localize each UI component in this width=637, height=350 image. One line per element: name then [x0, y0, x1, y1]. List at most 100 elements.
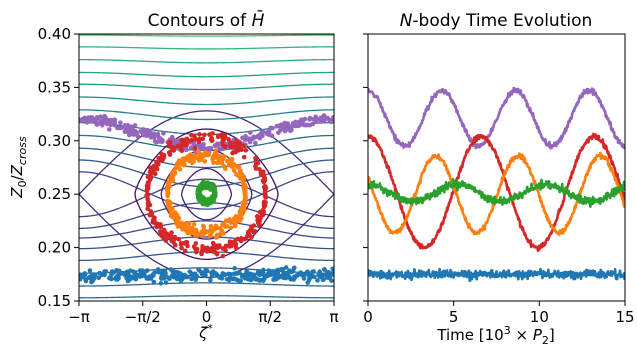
- orbit-point: [189, 137, 195, 143]
- orbit-point: [231, 168, 237, 173]
- orbit-point: [203, 149, 208, 155]
- left-x-axis-label: ζ*: [198, 322, 213, 342]
- orbit-point: [139, 270, 145, 275]
- orbit-point: [90, 278, 95, 284]
- orbit-point: [169, 171, 175, 176]
- orbit-point: [196, 267, 201, 272]
- orbit-point: [315, 278, 320, 283]
- y-tick-label: 0.30: [38, 132, 71, 150]
- orbit-point: [131, 132, 136, 137]
- contour-line-5: [79, 236, 334, 250]
- orbit-point: [197, 132, 202, 137]
- orbit-point: [329, 119, 334, 125]
- contour-line-18: [79, 71, 334, 78]
- orbit-point: [232, 223, 238, 229]
- orbit-point: [283, 265, 289, 270]
- orbit-point: [177, 143, 182, 148]
- orbit-point: [291, 277, 297, 282]
- orbit-point: [200, 136, 205, 142]
- orbit-point: [302, 116, 308, 122]
- orbit-point: [165, 187, 170, 193]
- orbit-point: [228, 225, 234, 231]
- orbit-point: [184, 228, 190, 234]
- orbit-point: [119, 270, 125, 276]
- orbit-point: [329, 278, 334, 283]
- orbit-point: [277, 128, 283, 133]
- orbit-point: [167, 139, 173, 145]
- orbit-point: [194, 229, 199, 235]
- orbit-point: [261, 173, 267, 179]
- orbit-point: [127, 132, 132, 138]
- orbit-point: [241, 181, 246, 186]
- orbit-point: [196, 139, 202, 145]
- orbit-point: [166, 204, 172, 210]
- orbit-point: [197, 145, 203, 151]
- orbit-point: [261, 278, 266, 283]
- orbit-point: [211, 160, 216, 165]
- orbit-point: [253, 157, 259, 163]
- orbit-point: [80, 117, 86, 122]
- right-y-ticks: [363, 33, 368, 302]
- contour-line-15: [79, 109, 334, 121]
- orbit-point: [223, 166, 228, 171]
- orbit-point: [176, 236, 182, 242]
- orbit-point: [287, 268, 292, 274]
- orbit-point: [226, 137, 232, 142]
- orbit-point: [197, 196, 203, 201]
- orbit-point: [208, 187, 213, 192]
- orbit-point: [231, 271, 237, 277]
- orbit-point: [213, 148, 219, 153]
- orbit-point: [161, 155, 167, 160]
- orbit-point: [260, 133, 265, 138]
- orbit-point: [87, 274, 93, 280]
- orbit-point: [157, 156, 162, 162]
- orbit-point: [107, 117, 112, 123]
- orbit-point: [199, 272, 205, 277]
- orbit-point: [213, 270, 218, 276]
- orbit-point: [145, 206, 150, 212]
- orbit-point: [93, 120, 99, 125]
- orbit-point: [307, 115, 313, 121]
- orbit-point: [179, 159, 184, 165]
- orbit-point: [247, 139, 253, 145]
- orbit-point: [209, 135, 214, 141]
- orbit-point: [219, 228, 225, 234]
- orbit-point: [326, 275, 331, 281]
- orbit-point: [317, 269, 323, 274]
- orbit-point: [170, 136, 176, 142]
- orbit-point: [263, 192, 268, 197]
- orbit-point: [234, 164, 240, 170]
- orbit-point: [146, 133, 151, 138]
- left-panel-title: Contours of H̄: [148, 9, 265, 31]
- orbit-point: [166, 150, 172, 155]
- right-panel-time-evolution: N-body Time Evolution 0 5 10 15 Time [103 ×…: [363, 11, 635, 347]
- orbit-point: [166, 200, 171, 206]
- orbit-point: [103, 269, 109, 274]
- orbit-point: [194, 249, 199, 255]
- orbit-point: [230, 240, 235, 245]
- orbit-point: [237, 140, 242, 145]
- orbit-point: [211, 243, 217, 248]
- orbit-point: [255, 133, 261, 139]
- orbit-point: [165, 275, 170, 280]
- orbit-point: [321, 267, 327, 272]
- orbit-series-5: [79, 265, 334, 286]
- orbit-point: [282, 128, 288, 134]
- orbit-point: [125, 278, 131, 284]
- orbit-point: [143, 268, 149, 274]
- orbit-point: [146, 179, 151, 185]
- orbit-point: [220, 253, 226, 259]
- contour-line-12: [79, 147, 334, 169]
- orbit-point: [217, 133, 223, 139]
- orbit-point: [96, 275, 102, 281]
- orbit-series-4: [195, 179, 218, 207]
- orbit-point: [268, 125, 273, 131]
- orbit-point: [148, 176, 154, 181]
- orbit-point: [241, 185, 247, 190]
- orbit-point: [243, 134, 248, 139]
- orbit-point: [274, 123, 280, 129]
- orbit-point: [225, 158, 230, 164]
- y-tick-label: 0.25: [38, 185, 71, 203]
- orbit-point: [211, 194, 216, 200]
- orbit-point: [220, 156, 226, 162]
